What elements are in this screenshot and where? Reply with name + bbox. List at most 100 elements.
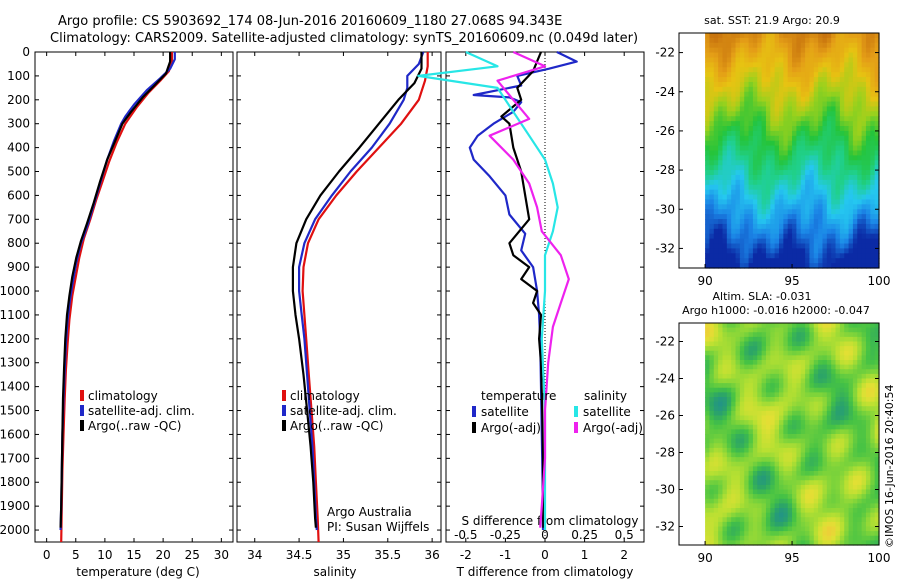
- map-cell: [809, 373, 815, 380]
- map-cell: [739, 223, 745, 230]
- map-cell: [861, 96, 867, 103]
- map-cell: [822, 484, 828, 491]
- map-cell: [739, 373, 745, 380]
- map-cell: [726, 378, 732, 384]
- map-cell: [722, 62, 728, 68]
- map-cell: [835, 508, 841, 514]
- map-cell: [835, 189, 841, 196]
- map-cell: [796, 199, 802, 205]
- map-cell: [731, 406, 737, 412]
- map-cell: [739, 67, 745, 73]
- map-cell: [844, 101, 850, 108]
- map-cell: [809, 452, 815, 458]
- map-cell: [735, 238, 741, 245]
- map-cell: [796, 526, 802, 532]
- map-cell: [857, 238, 863, 245]
- map-cell: [761, 397, 767, 403]
- map-cell: [839, 406, 845, 412]
- map-cell: [726, 323, 732, 329]
- map-cell: [852, 253, 858, 259]
- map-cell: [748, 471, 754, 477]
- map-cell: [818, 209, 824, 215]
- map-cell: [809, 174, 815, 181]
- map-cell: [861, 429, 867, 435]
- map-cell: [857, 81, 863, 88]
- map-cell: [826, 86, 832, 93]
- map-cell: [844, 355, 850, 361]
- map-cell: [774, 517, 780, 523]
- map-cell: [757, 199, 763, 205]
- map-cell: [796, 489, 802, 495]
- map-cell: [739, 471, 745, 477]
- map-cell: [826, 106, 832, 112]
- map-cell: [731, 174, 737, 181]
- map-cell: [709, 47, 715, 54]
- map-cell: [831, 410, 837, 417]
- map-cell: [735, 214, 741, 220]
- map-cell: [722, 72, 728, 78]
- map-cell: [818, 438, 824, 444]
- map-cell: [774, 253, 780, 259]
- map-cell: [722, 346, 728, 352]
- map-cell: [865, 121, 871, 127]
- map-cell: [774, 443, 780, 449]
- map-cell: [718, 508, 724, 514]
- map-cell: [848, 360, 854, 366]
- map-cell: [839, 209, 845, 215]
- map-cell: [857, 160, 863, 166]
- map-cell: [800, 170, 806, 176]
- map-cell: [787, 209, 793, 215]
- map-cell: [765, 415, 771, 421]
- map-cell: [792, 512, 797, 518]
- map-cell: [844, 535, 850, 541]
- top-tick-label: 0.5: [615, 528, 634, 542]
- map-cell: [809, 512, 815, 518]
- map-cell: [844, 209, 850, 215]
- map-cell: [709, 508, 715, 514]
- map-cell: [770, 243, 776, 250]
- map-cell: [787, 106, 793, 112]
- map-cell: [761, 341, 767, 347]
- map-cell: [861, 410, 867, 417]
- map-cell: [835, 531, 841, 537]
- map-cell: [852, 360, 858, 366]
- map-cell: [744, 219, 750, 225]
- map-cell: [822, 447, 828, 454]
- map-cell: [844, 364, 850, 370]
- map-cell: [752, 480, 758, 486]
- map-cell: [805, 204, 811, 210]
- map-cell: [813, 243, 819, 250]
- map-cell: [774, 503, 780, 509]
- map-cell: [783, 204, 789, 210]
- map-cell: [844, 434, 850, 440]
- map-cell: [874, 350, 880, 356]
- map-cell: [865, 37, 871, 44]
- map-cell: [731, 150, 737, 156]
- map-cell: [865, 535, 871, 541]
- map-cell: [818, 341, 824, 347]
- map-cell: [735, 521, 741, 528]
- map-cell: [839, 447, 845, 454]
- map-cell: [774, 121, 780, 127]
- map-cell: [774, 387, 780, 393]
- legend-label: climatology: [290, 389, 360, 403]
- map-cell: [713, 466, 719, 472]
- map-cell: [831, 223, 837, 230]
- map-cell: [857, 438, 863, 444]
- map-cell: [870, 360, 876, 366]
- map-cell: [857, 401, 863, 407]
- map-cell: [718, 401, 724, 407]
- map-cell: [800, 179, 806, 186]
- map-cell: [800, 406, 806, 412]
- map-cell: [722, 57, 728, 63]
- map-cell: [739, 189, 745, 196]
- map-cell: [757, 62, 763, 68]
- map-cell: [822, 415, 828, 421]
- map-cell: [822, 135, 828, 142]
- map-cell: [757, 33, 763, 39]
- map-cell: [874, 165, 880, 171]
- map-cell: [870, 121, 876, 127]
- map-cell: [718, 406, 724, 412]
- map-cell: [844, 77, 850, 83]
- map-cell: [813, 204, 819, 210]
